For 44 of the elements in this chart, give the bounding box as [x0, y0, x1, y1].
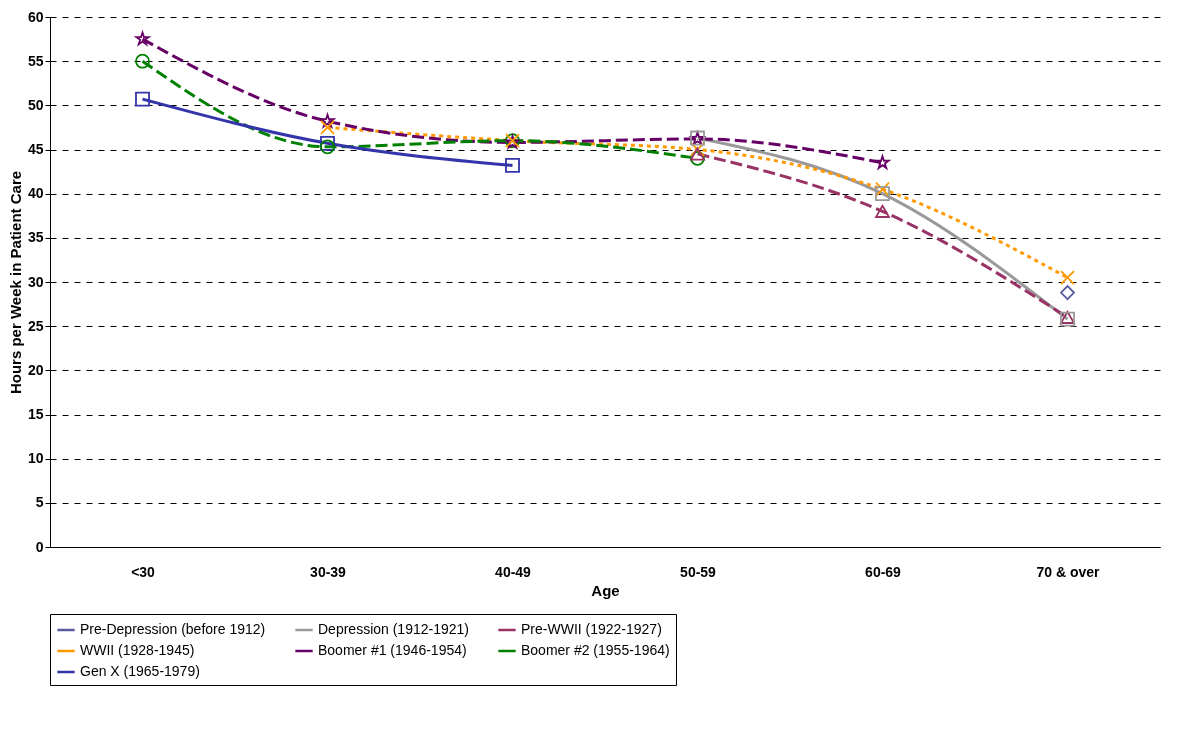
y-tick-label: 35: [27, 229, 44, 246]
legend-label: Pre-WWII (1922-1927): [521, 621, 662, 637]
legend-label: Depression (1912-1921): [318, 621, 469, 637]
x-tick-label: 30-39: [310, 563, 347, 580]
y-tick-label: 55: [27, 52, 44, 69]
point: [875, 155, 890, 169]
point: [505, 157, 520, 173]
point: [135, 31, 150, 46]
y-tick-label: 40: [27, 185, 44, 202]
point: [320, 139, 335, 155]
point: [135, 91, 150, 107]
point: [320, 135, 335, 151]
y-tick-label: 5: [35, 494, 44, 511]
x-tick-label: 70 & over: [1036, 563, 1101, 580]
y-axis-title: Hours per Week in Patient Care: [6, 170, 24, 395]
x-tick-label: 50-59: [680, 563, 717, 580]
point: [690, 147, 705, 161]
y-tick-label: 10: [27, 450, 44, 467]
legend-label: Gen X (1965-1979): [80, 663, 200, 679]
x-axis-title: Age: [591, 581, 620, 599]
y-tick-label: 25: [27, 317, 44, 334]
point: [320, 113, 335, 128]
x-tick-label: <30: [131, 563, 156, 580]
y-tick-label: 50: [27, 96, 44, 113]
point: [135, 53, 150, 69]
x-tick-label: 60-69: [865, 563, 902, 580]
x-tick-label: 40-49: [495, 563, 532, 580]
point: [875, 181, 890, 197]
legend-label: WWII (1928-1945): [80, 642, 195, 658]
point: [690, 142, 705, 157]
y-tick-label: 15: [27, 406, 44, 422]
point: [1060, 270, 1075, 285]
y-tick-label: 20: [27, 361, 44, 378]
y-tick-label: 60: [27, 8, 44, 25]
point: [1060, 285, 1075, 301]
legend-label: Boomer #1 (1946-1954): [318, 642, 467, 658]
legend-label: Pre-Depression (before 1912): [80, 621, 266, 637]
y-tick-label: 30: [27, 273, 44, 290]
y-tick-label: 45: [27, 141, 44, 157]
point: [875, 204, 890, 218]
y-tick-label: 0: [35, 538, 44, 555]
legend-label: Boomer #2 (1955-1964): [521, 642, 670, 658]
point: [875, 186, 890, 202]
point: [320, 120, 335, 135]
